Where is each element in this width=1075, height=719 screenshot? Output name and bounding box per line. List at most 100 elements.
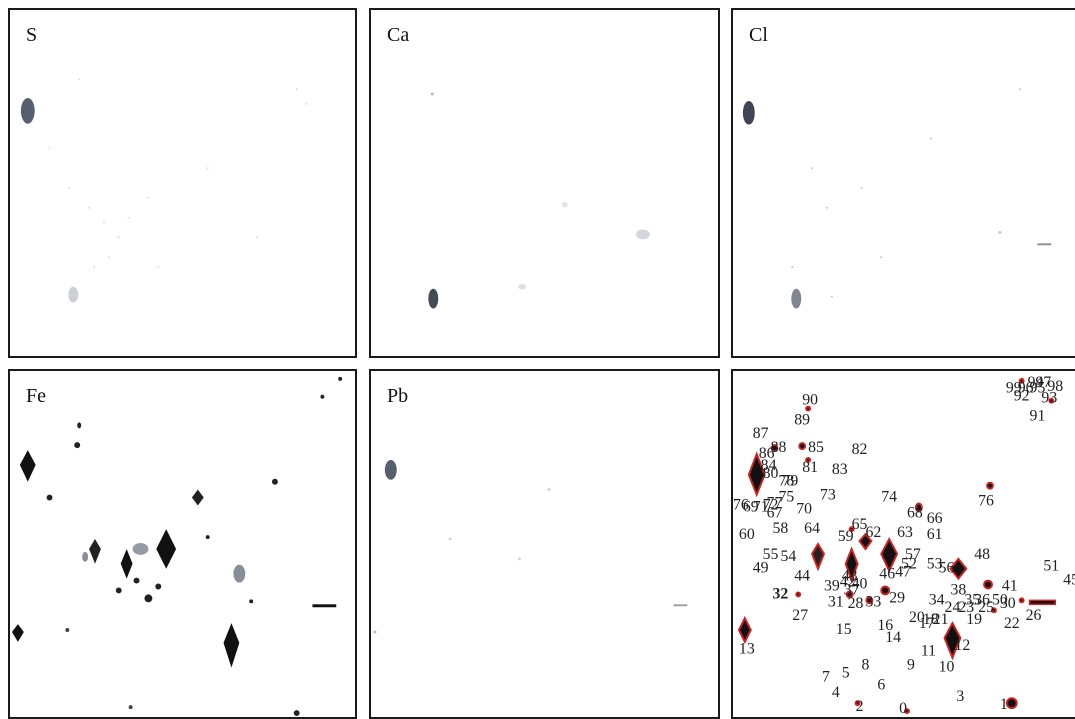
particle-label-42: 42 [840, 574, 856, 591]
particle-label-40: 40 [852, 575, 868, 592]
particle-label-18: 18 [923, 611, 939, 628]
particle-label-12: 12 [954, 637, 970, 654]
ca-map-image [428, 92, 650, 309]
particle-label-30: 30 [1000, 595, 1016, 612]
panel-label-fe: Fe [26, 385, 46, 407]
element-map-ca: Ca [369, 8, 720, 358]
particle-label-44: 44 [794, 568, 810, 585]
particle-label-78: 78 [778, 473, 794, 490]
particle-label-43: 43 [842, 568, 858, 585]
particle-label-14: 14 [885, 629, 901, 646]
particle-label-55: 55 [763, 546, 779, 563]
particle-label-70: 70 [796, 500, 812, 517]
particle-label-22: 22 [1004, 615, 1020, 632]
particle-label-98: 98 [1047, 378, 1063, 395]
panel-label-s: S [26, 24, 38, 46]
element-map-pb: Pb [369, 369, 720, 719]
particle-label-83: 83 [832, 461, 848, 478]
particle-label-15: 15 [836, 621, 852, 638]
particle-label-11: 11 [921, 643, 936, 660]
particle-label-84: 84 [761, 457, 777, 474]
particle-label-1: 1 [1000, 696, 1008, 713]
pb-map-image [373, 459, 688, 634]
particle-label-62: 62 [865, 524, 881, 541]
particle-label-20: 20 [909, 609, 925, 626]
element-map-cl: Cl [731, 8, 1075, 358]
particle-label-59: 59 [838, 528, 854, 545]
particle-label-76: 76 [978, 492, 994, 509]
particle-label-58: 58 [773, 520, 789, 537]
particle-label-0: 0 [899, 700, 907, 717]
particle-label-46: 46 [879, 566, 895, 583]
particle-label-94: 94 [1028, 374, 1044, 391]
particle-label-66: 66 [927, 510, 943, 527]
particle-label-57: 57 [905, 546, 921, 563]
particle-label-35: 35 [964, 591, 980, 608]
particle-label-50: 50 [992, 591, 1008, 608]
particle-label-97: 97 [1035, 374, 1051, 391]
particle-label-24: 24 [945, 599, 961, 616]
particle-label-72: 72 [763, 496, 779, 513]
particle-label-32: 32 [773, 585, 789, 602]
panel-label-cl: Cl [749, 24, 768, 46]
particle-label-26: 26 [1026, 607, 1042, 624]
particle-label-3: 3 [956, 688, 964, 705]
particle-label-86: 86 [759, 445, 775, 462]
particle-label-54: 54 [780, 548, 796, 565]
panel-label-ca: Ca [387, 24, 410, 46]
particle-label-67: 67 [767, 504, 783, 521]
particle-label-39: 39 [824, 577, 840, 594]
particle-label-69: 69 [743, 498, 759, 515]
particle-label-19: 19 [966, 611, 982, 628]
particle-label-79: 79 [782, 473, 798, 490]
particle-label-17: 17 [919, 615, 935, 632]
particle-label-7: 7 [822, 668, 830, 685]
particle-label-96: 96 [1018, 380, 1034, 397]
particle-label-74: 74 [881, 488, 897, 505]
particle-label-36: 36 [974, 591, 990, 608]
particle-label-29: 29 [889, 589, 905, 606]
particle-label-48: 48 [974, 546, 990, 563]
particle-label-33: 33 [865, 593, 881, 610]
particle-label-60: 60 [739, 526, 755, 543]
particle-label-65: 65 [852, 516, 868, 533]
panel-label-pb: Pb [387, 385, 409, 407]
particle-label-64: 64 [804, 520, 820, 537]
particle-label-77: 77 [767, 494, 783, 511]
particle-label-51: 51 [1043, 558, 1059, 575]
particle-overlay-map: 90 89 87 88 85 82 86 84 81 83 80 79 78 73 75 70 77 76 69 71… [731, 369, 1075, 719]
particle-label-21: 21 [933, 611, 949, 628]
element-map-s: S [8, 8, 357, 358]
s-map-image [20, 78, 308, 303]
particle-label-76: 76 [733, 496, 749, 513]
particle-label-6: 6 [877, 676, 885, 693]
particle-label-99: 99 [1006, 380, 1022, 397]
particle-label-4: 4 [832, 684, 840, 701]
particle-label-75: 75 [778, 488, 794, 505]
particle-label-8: 8 [862, 657, 870, 674]
particle-label-88: 88 [771, 439, 787, 456]
fe-map-image [11, 376, 343, 717]
particle-label-90: 90 [802, 392, 818, 409]
particle-label-85: 85 [808, 439, 824, 456]
particle-label-25: 25 [978, 599, 994, 616]
particle-label-71: 71 [753, 498, 769, 515]
particle-label-92: 92 [1014, 388, 1030, 405]
particle-label-37: 37 [844, 581, 860, 598]
particle-label-52: 52 [901, 556, 917, 573]
element-map-fe: Fe [8, 369, 357, 719]
particle-label-63: 63 [897, 524, 913, 541]
particle-label-68: 68 [907, 504, 923, 521]
particle-label-95: 95 [1030, 380, 1046, 397]
particle-label-73: 73 [820, 487, 836, 504]
particle-label-49: 49 [753, 560, 769, 577]
particle-label-16: 16 [877, 617, 893, 634]
particle-label-13: 13 [739, 641, 755, 658]
particle-label-81: 81 [802, 459, 818, 476]
particle-label-89: 89 [794, 411, 810, 428]
particle-label-2: 2 [856, 698, 864, 715]
particle-label-38: 38 [950, 581, 966, 598]
particle-label-56: 56 [939, 560, 955, 577]
particle-label-28: 28 [848, 595, 864, 612]
